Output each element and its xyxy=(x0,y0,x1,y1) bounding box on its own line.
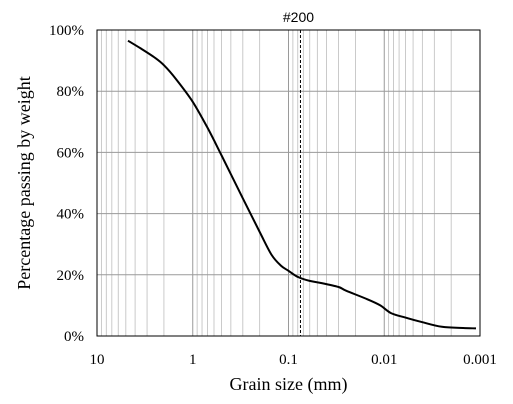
y-axis-label: Percentage passing by weight xyxy=(14,76,34,289)
y-tick-labels: 0% 20% 40% 60% 80% 100% xyxy=(49,23,84,345)
y-tick-label: 80% xyxy=(57,84,85,100)
x-tick-label: 1 xyxy=(189,352,197,368)
grid xyxy=(97,29,481,337)
x-axis-label: Grain size (mm) xyxy=(230,374,348,395)
y-tick-label: 100% xyxy=(49,23,84,39)
x-tick-labels: 10 1 0.1 0.01 0.001 xyxy=(90,352,497,368)
reference-line-label: #200 xyxy=(283,9,314,25)
y-tick-label: 0% xyxy=(64,329,84,345)
x-tick-label: 0.01 xyxy=(371,352,397,368)
series-line xyxy=(127,39,477,330)
x-tick-label: 0.1 xyxy=(279,352,298,368)
plot-frame xyxy=(96,29,481,337)
y-tick-label: 40% xyxy=(57,207,85,223)
x-tick-label: 0.001 xyxy=(463,352,497,368)
y-tick-label: 60% xyxy=(57,145,85,161)
y-tick-label: 20% xyxy=(57,268,85,284)
x-tick-label: 10 xyxy=(90,352,105,368)
